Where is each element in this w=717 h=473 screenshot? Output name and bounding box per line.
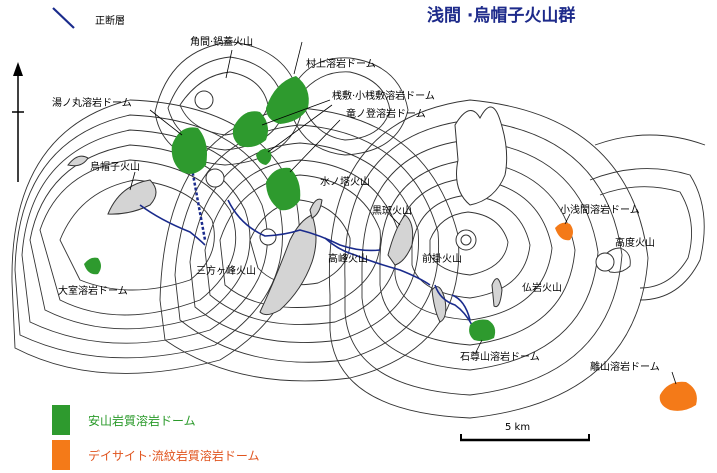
- dome-koasama: [555, 222, 573, 241]
- label-murakami: 村上溶岩ドーム: [306, 57, 376, 70]
- scale-bar-label: 5 km: [505, 422, 530, 433]
- legend-andesite-label: 安山岩質溶岩ドーム: [88, 413, 196, 428]
- dome-takinotou: [266, 167, 301, 211]
- label-kakuma: 角間·鍋蓋火山: [190, 35, 253, 48]
- legend-dacite-swatch: [52, 440, 70, 470]
- dome-ishison: [469, 319, 496, 342]
- dacite-domes: [52, 222, 697, 470]
- label-maekake: 前掛火山: [422, 252, 462, 265]
- andesite-domes: [52, 76, 496, 435]
- label-komuro: 大室溶岩ドーム: [58, 284, 128, 297]
- legend-andesite-swatch: [52, 405, 70, 435]
- dome-hanare: [659, 381, 697, 411]
- lava-flows: [67, 155, 503, 323]
- label-butsuiwa: 仏岩火山: [522, 281, 562, 294]
- dome-takinotou-small: [256, 148, 272, 165]
- north-arrow-icon: [12, 62, 24, 182]
- label-yunomaru: 湯ノ丸溶岩ドーム: [52, 96, 132, 109]
- label-kodo: 高度火山: [615, 236, 655, 249]
- label-sanpougamine: 三方ヶ峰火山: [196, 264, 256, 277]
- label-eboshi: 烏帽子火山: [90, 160, 140, 173]
- dome-sankazu: [232, 111, 268, 148]
- label-koasama: 小浅間溶岩ドーム: [560, 203, 640, 216]
- map-title: 浅間 ·烏帽子火山群: [427, 5, 575, 26]
- leader-lines: [129, 41, 677, 385]
- rivers: [139, 199, 473, 326]
- label-takamine: 高峰火山: [328, 252, 368, 265]
- legend-dacite-label: デイサイト·流紋岩質溶岩ドーム: [88, 448, 259, 463]
- label-takinotou: 竜ノ登溶岩ドーム: [346, 107, 426, 120]
- label-kurofu: 黒斑火山: [372, 204, 412, 217]
- summit-areas: [194, 90, 615, 272]
- dome-yunomaru: [171, 127, 207, 174]
- label-hanare: 離山溶岩ドーム: [590, 360, 660, 373]
- dome-komuro: [84, 257, 101, 275]
- label-mizunoto: 水ノ塔火山: [320, 175, 370, 188]
- fault-legend-label: 正断層: [95, 14, 125, 27]
- label-ishison: 石尊山溶岩ドーム: [460, 350, 540, 363]
- fault-line: [188, 157, 207, 241]
- dome-murakami: [266, 76, 309, 124]
- label-sankazu: 桟敷·小桟敷溶岩ドーム: [332, 89, 435, 102]
- contours-kodo: [589, 134, 706, 301]
- fault-legend-line: [52, 7, 75, 29]
